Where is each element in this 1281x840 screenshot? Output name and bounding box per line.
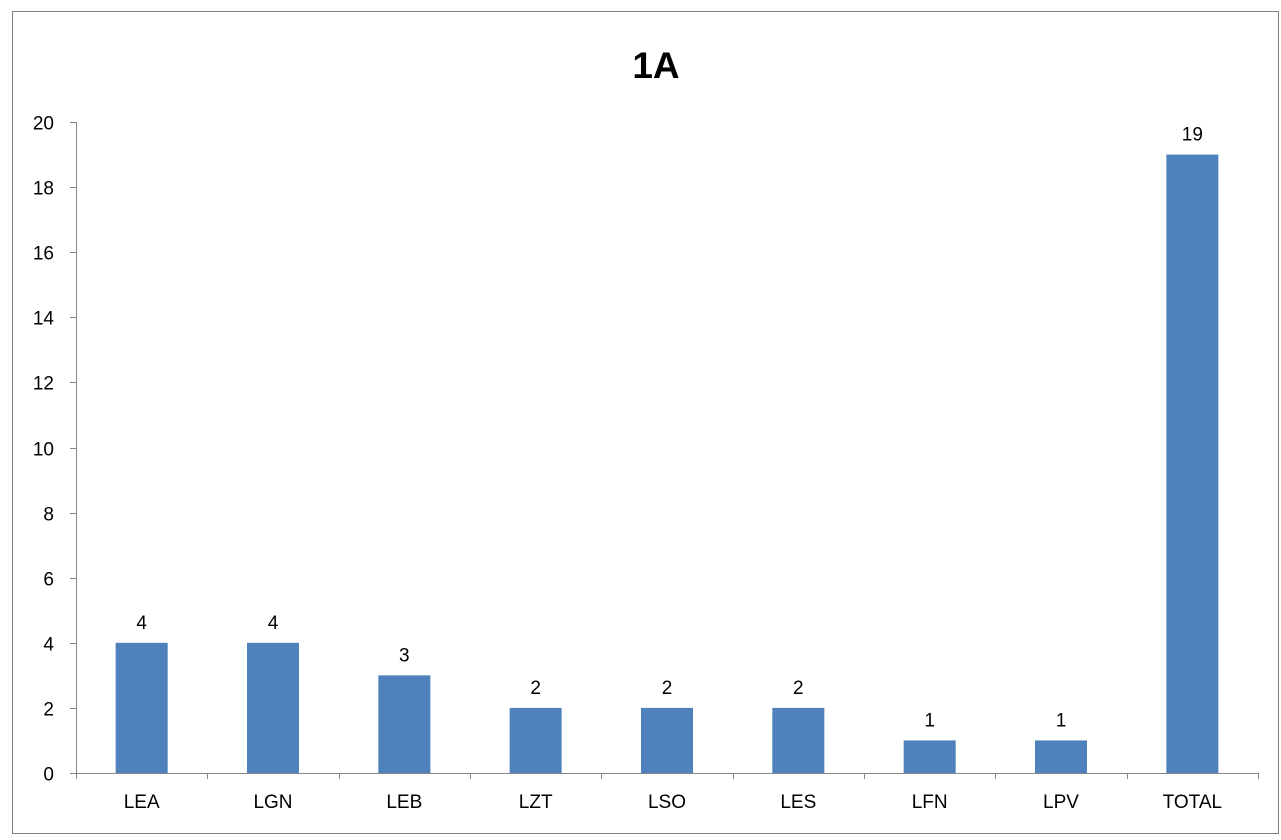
x-category-label: LES bbox=[780, 792, 816, 813]
y-tick-label: 4 bbox=[43, 635, 54, 656]
bar bbox=[641, 707, 693, 773]
bar bbox=[115, 642, 168, 773]
x-category-label: LEB bbox=[386, 792, 422, 813]
data-label: 3 bbox=[399, 645, 410, 666]
data-label: 4 bbox=[268, 613, 279, 634]
y-tick-label: 10 bbox=[33, 440, 54, 461]
plot-area: 0 2 4 6 8 10 12 14 16 18 20 4 LEA 4 LGN 3 LEB 2 LZT 2 LSO 2 LE… bbox=[33, 114, 1259, 813]
bar bbox=[378, 675, 431, 773]
y-tick-label: 14 bbox=[33, 309, 55, 330]
data-label: 19 bbox=[1182, 125, 1203, 146]
data-label: 4 bbox=[136, 613, 147, 634]
chart-title: 1A bbox=[632, 45, 679, 86]
bar bbox=[509, 707, 562, 773]
data-label: 2 bbox=[793, 678, 804, 699]
x-category-label: LFN bbox=[912, 792, 948, 813]
y-tick-label: 16 bbox=[33, 244, 54, 265]
bar bbox=[1166, 154, 1219, 774]
bar bbox=[772, 707, 825, 773]
data-label: 1 bbox=[924, 710, 935, 731]
x-category-label: LEA bbox=[124, 792, 160, 813]
data-label: 2 bbox=[530, 678, 541, 699]
y-tick-label: 0 bbox=[43, 765, 54, 786]
x-category-label: LZT bbox=[519, 792, 553, 813]
y-tick-label: 20 bbox=[33, 114, 54, 135]
x-category-label: LGN bbox=[253, 792, 292, 813]
x-category-label: LPV bbox=[1043, 792, 1079, 813]
x-category-label: TOTAL bbox=[1163, 792, 1222, 813]
x-category-label: LSO bbox=[648, 792, 686, 813]
bar bbox=[903, 740, 956, 773]
y-tick-label: 2 bbox=[43, 700, 54, 721]
y-tick-label: 12 bbox=[33, 374, 54, 395]
y-tick-label: 8 bbox=[43, 505, 54, 526]
bar bbox=[247, 642, 299, 773]
chart-border bbox=[12, 11, 1279, 834]
y-tick-label: 6 bbox=[43, 570, 54, 591]
bar bbox=[1035, 740, 1087, 773]
data-label: 2 bbox=[662, 678, 673, 699]
data-label: 1 bbox=[1056, 710, 1067, 731]
y-tick-label: 18 bbox=[33, 179, 54, 200]
